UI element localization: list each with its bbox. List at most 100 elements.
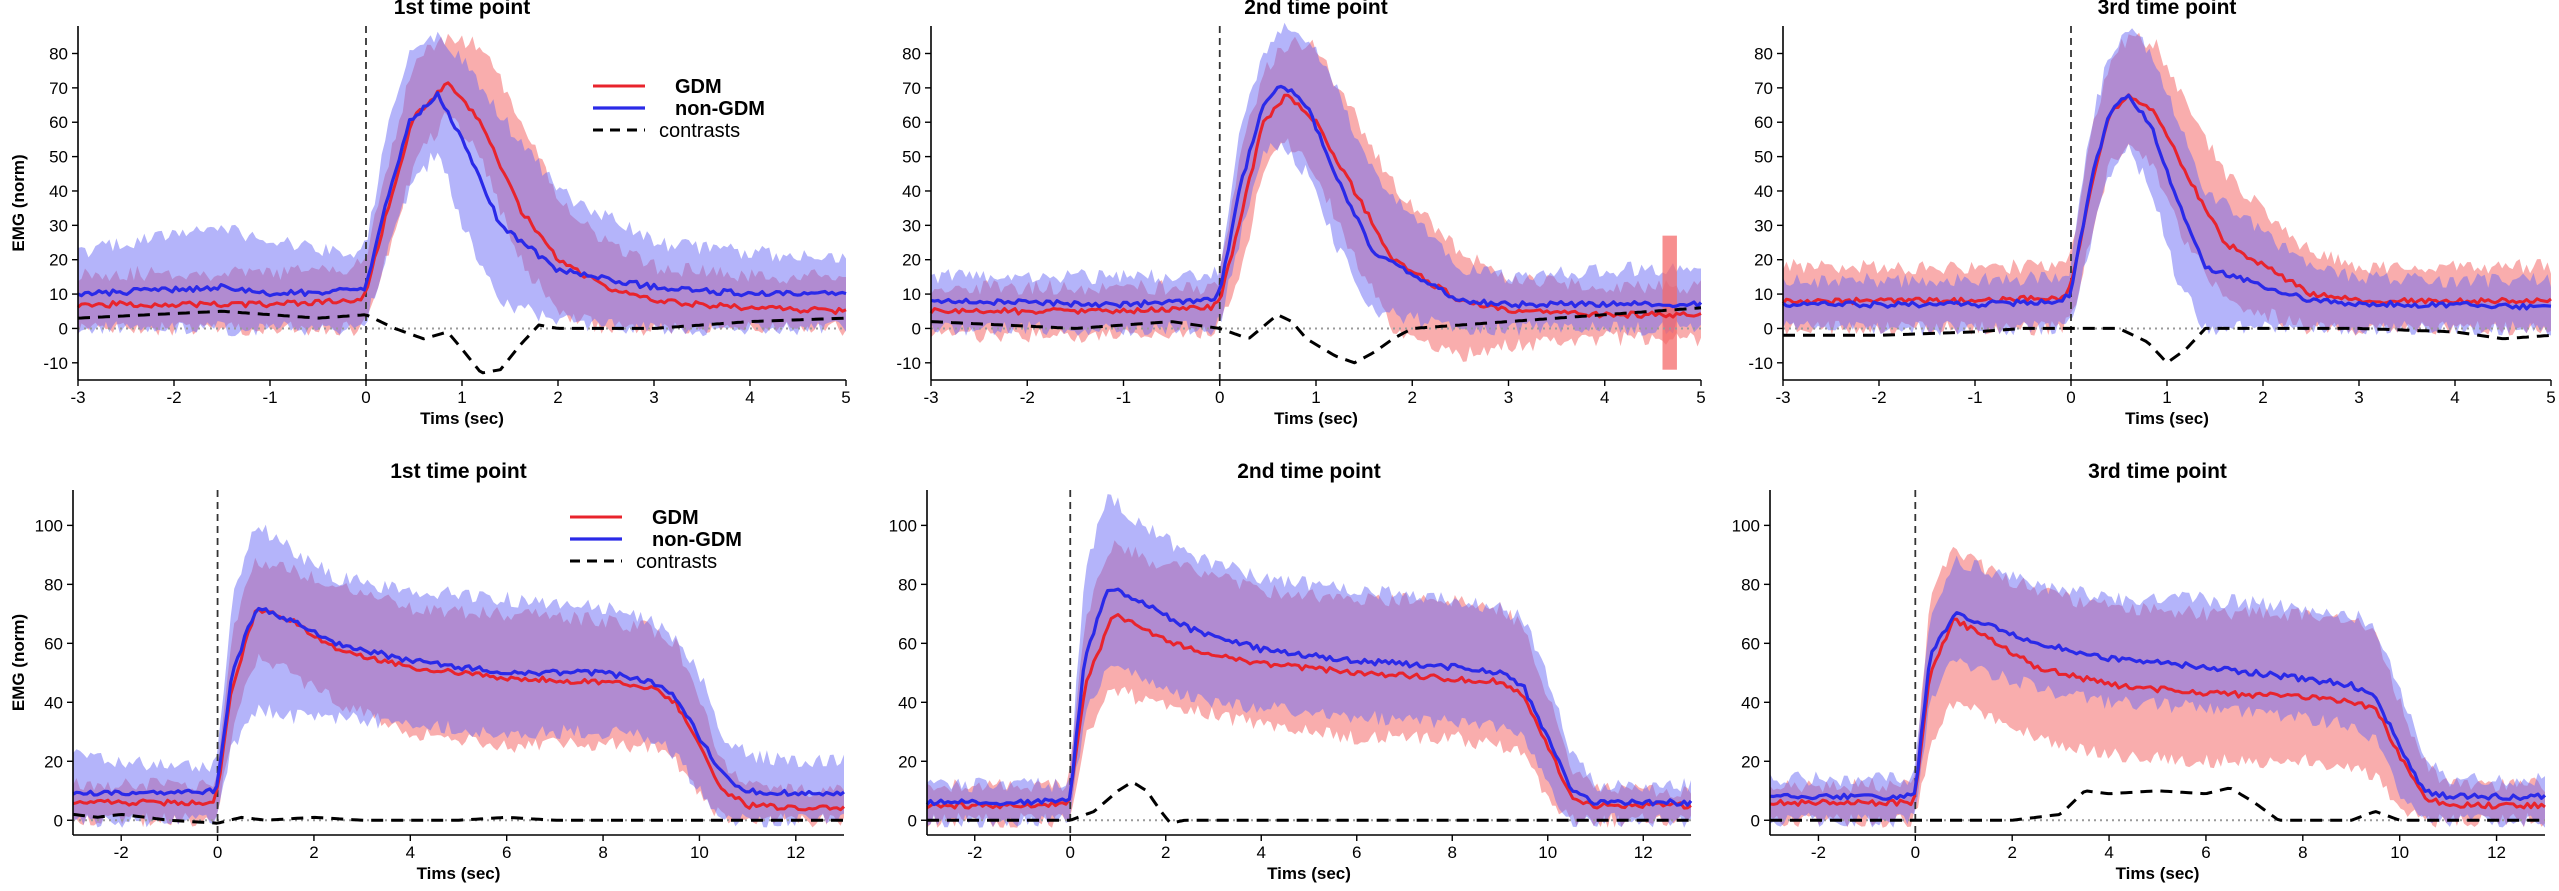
chart-panel-5: 2nd time point 0 20 40 60 80 100 -2 0 2 4 6 8 10 12 Tim… <box>889 460 1693 883</box>
y-tick-label: 80 <box>1754 44 1773 63</box>
x-tick-label: -3 <box>1775 388 1790 407</box>
y-tick-label: 40 <box>1741 693 1760 712</box>
y-tick-label: 80 <box>44 575 63 594</box>
gdm-mean-line <box>929 93 1702 319</box>
x-tick-label: 10 <box>1538 843 1557 862</box>
y-tick-label: 70 <box>49 79 68 98</box>
x-tick-label: -2 <box>967 843 982 862</box>
y-tick-label: 80 <box>898 575 917 594</box>
y-tick-label: 20 <box>49 251 68 270</box>
x-tick-label: -1 <box>262 388 277 407</box>
x-tick-label: 0 <box>1911 843 1920 862</box>
y-tick-label: 60 <box>1741 634 1760 653</box>
x-tick-label: 12 <box>786 843 805 862</box>
contrasts-mean-line <box>77 309 847 375</box>
y-tick-label: 50 <box>1754 148 1773 167</box>
x-tick-label: 1 <box>1311 388 1320 407</box>
x-tick-label: 4 <box>745 388 754 407</box>
y-axis-label: EMG (norm) <box>9 614 28 711</box>
x-tick-label: 8 <box>2298 843 2307 862</box>
y-tick-label: 70 <box>902 79 921 98</box>
y-tick-label: 0 <box>1751 811 1760 830</box>
non-gdm-mean-line <box>77 91 847 298</box>
contrasts-mean-line <box>930 306 1702 365</box>
y-axis-label: EMG (norm) <box>9 154 28 251</box>
x-tick-label: 8 <box>598 843 607 862</box>
y-tick-label: 0 <box>1764 319 1773 338</box>
gdm-mean-line <box>77 81 847 315</box>
x-tick-label: -2 <box>1871 388 1886 407</box>
y-tick-label: -10 <box>43 354 68 373</box>
y-tick-label: 20 <box>44 752 63 771</box>
y-tick-label: 80 <box>49 44 68 63</box>
y-tick-label: 50 <box>49 148 68 167</box>
y-tick-label: 10 <box>1754 285 1773 304</box>
y-tick-label: 100 <box>1732 516 1760 535</box>
x-axis-label: Tims (sec) <box>420 409 504 428</box>
non-gdm-mean-line <box>1782 93 2552 311</box>
y-tick-label: 30 <box>902 216 921 235</box>
y-tick-label: 0 <box>908 811 917 830</box>
y-tick-label: 40 <box>902 182 921 201</box>
y-tick-label: 0 <box>912 319 921 338</box>
x-tick-label: 5 <box>2546 388 2555 407</box>
y-tick-label: 0 <box>59 319 68 338</box>
x-tick-label: 12 <box>2487 843 2506 862</box>
contrasts-mean-line <box>1783 326 2552 365</box>
contrasts-mean-line <box>72 812 844 825</box>
y-tick-label: 40 <box>898 693 917 712</box>
y-tick-label: 20 <box>1741 752 1760 771</box>
y-tick-label: 100 <box>889 516 917 535</box>
x-tick-label: -2 <box>1811 843 1826 862</box>
y-tick-label: 50 <box>902 148 921 167</box>
x-tick-label: 4 <box>1600 388 1609 407</box>
x-tick-label: 1 <box>2162 388 2171 407</box>
y-tick-label: 30 <box>49 216 68 235</box>
y-tick-label: -10 <box>1748 354 1773 373</box>
x-tick-label: 12 <box>1634 843 1653 862</box>
y-tick-label: 40 <box>49 182 68 201</box>
x-tick-label: 4 <box>2104 843 2113 862</box>
legend-label-2: non-GDM <box>675 98 765 120</box>
x-tick-label: 3 <box>1504 388 1513 407</box>
x-tick-label: 10 <box>2390 843 2409 862</box>
x-tick-label: 3 <box>2354 388 2363 407</box>
y-tick-label: 80 <box>902 44 921 63</box>
y-tick-label: 80 <box>1741 575 1760 594</box>
chart-title: 3rd time point <box>2088 460 2227 483</box>
x-tick-label: 8 <box>1448 843 1457 862</box>
x-axis-label: Tims (sec) <box>2125 409 2209 428</box>
x-tick-label: 2 <box>2007 843 2016 862</box>
x-tick-label: 6 <box>1352 843 1361 862</box>
y-tick-label: 60 <box>44 634 63 653</box>
non-gdm-mean-line <box>925 587 1693 807</box>
non-gdm-confidence-band <box>73 524 844 828</box>
x-tick-label: 4 <box>1257 843 1266 862</box>
chart-title: 1st time point <box>394 0 531 19</box>
x-tick-label: 0 <box>2066 388 2075 407</box>
x-axis-label: Tims (sec) <box>417 864 501 883</box>
y-tick-label: 40 <box>44 693 63 712</box>
contrasts-mean-line <box>1770 786 2545 822</box>
gdm-mean-line <box>926 613 1692 810</box>
x-axis-label: Tims (sec) <box>1267 864 1351 883</box>
y-tick-label: 30 <box>1754 216 1773 235</box>
chart-panel-6: 3rd time point 0 20 40 60 80 100 -2 0 2 4 6 8 10 12 Tim… <box>1732 460 2547 883</box>
non-gdm-mean-line <box>72 606 845 797</box>
x-axis-label: Tims (sec) <box>1274 409 1358 428</box>
x-tick-label: 0 <box>361 388 370 407</box>
x-axis-label: Tims (sec) <box>2116 864 2200 883</box>
x-tick-label: 0 <box>1066 843 1075 862</box>
chart-title: 3rd time point <box>2098 0 2237 19</box>
y-tick-label: 10 <box>49 285 68 304</box>
chart-title: 2nd time point <box>1237 460 1381 483</box>
chart-panel-4: 1st time point 0 20 40 60 80 100 -2 0 2 4 6 8 10 12 Tim… <box>9 460 845 883</box>
y-tick-label: 70 <box>1754 79 1773 98</box>
x-tick-label: 2 <box>1408 388 1417 407</box>
y-tick-label: 100 <box>35 516 63 535</box>
